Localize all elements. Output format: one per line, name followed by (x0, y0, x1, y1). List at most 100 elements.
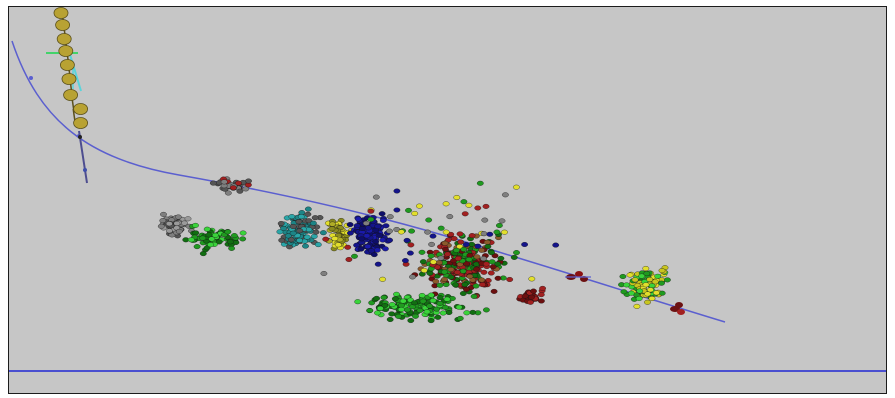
particle (192, 222, 199, 228)
chain-bead (73, 117, 88, 129)
particle (165, 221, 173, 227)
particle (521, 242, 528, 247)
particle (470, 293, 478, 299)
particle (416, 308, 424, 313)
particle (426, 303, 433, 309)
particle (359, 226, 366, 231)
particle (436, 295, 444, 301)
particle (474, 243, 482, 249)
particle (651, 279, 659, 285)
particle (447, 267, 455, 272)
particle (490, 288, 498, 294)
particle (232, 240, 240, 245)
particle (380, 295, 388, 300)
particle (432, 278, 440, 284)
particle (403, 237, 411, 243)
particle (365, 225, 372, 231)
particle (445, 310, 453, 315)
particle (493, 229, 501, 235)
particle (463, 310, 471, 316)
particle (479, 282, 486, 288)
particle (388, 311, 396, 317)
particle-cloud (157, 176, 671, 324)
particle (480, 231, 488, 237)
particle (642, 266, 650, 271)
particle (623, 282, 630, 288)
particle (236, 188, 244, 194)
particle (473, 254, 481, 260)
particle (311, 215, 319, 221)
particle (456, 315, 464, 321)
particle (199, 235, 207, 241)
particle (399, 298, 407, 304)
particle (284, 233, 292, 239)
particle (208, 236, 216, 242)
particle (424, 229, 431, 235)
particle (427, 292, 435, 298)
particle (620, 289, 628, 295)
particle (278, 237, 286, 243)
particle (478, 277, 486, 283)
chain-bead (61, 73, 77, 85)
particle (537, 292, 545, 298)
particle (304, 206, 312, 212)
particle (165, 228, 173, 234)
particle (314, 242, 322, 248)
particle (362, 220, 370, 226)
scene-background (9, 7, 886, 393)
particle (372, 239, 380, 244)
particle (379, 217, 387, 223)
particle (367, 208, 375, 214)
particle (626, 272, 634, 278)
particle (442, 201, 450, 207)
particle (642, 282, 650, 288)
particle (357, 246, 365, 252)
particle (552, 242, 560, 248)
particle (496, 223, 503, 228)
particle (461, 282, 469, 288)
particle (173, 221, 181, 226)
particle (368, 248, 375, 254)
particle (460, 199, 468, 205)
particle (418, 293, 426, 298)
particle (441, 269, 448, 275)
particle (374, 261, 382, 267)
particle (345, 257, 353, 262)
particle (372, 194, 380, 200)
curve-marker-right (670, 302, 685, 315)
particle (455, 304, 463, 310)
particle (224, 229, 232, 235)
particle (439, 310, 447, 316)
molecular-scene-canvas[interactable] (9, 7, 887, 394)
particle (633, 303, 641, 309)
particle (347, 230, 354, 236)
particle (405, 207, 412, 213)
particle (513, 184, 520, 190)
chain-bead (55, 19, 70, 31)
particle (295, 219, 303, 225)
particle (388, 302, 396, 308)
particle (444, 251, 451, 257)
bead-chain (53, 7, 88, 129)
3d-viewport[interactable] (8, 6, 887, 394)
chain-bead (63, 89, 78, 101)
particle (658, 268, 666, 274)
chain-bead (56, 33, 72, 45)
particle (404, 307, 411, 313)
particle (459, 291, 467, 296)
particle (310, 220, 317, 226)
particle (174, 214, 182, 220)
particle (619, 274, 627, 279)
particle (386, 237, 393, 243)
particle (436, 282, 444, 288)
particle (528, 276, 536, 282)
particle (287, 237, 295, 243)
particle (245, 178, 252, 184)
particle (497, 255, 505, 261)
particle (430, 259, 437, 265)
particle (408, 228, 415, 234)
particle (231, 233, 238, 239)
particle (638, 273, 646, 279)
particle (442, 229, 450, 235)
particle (653, 290, 660, 296)
